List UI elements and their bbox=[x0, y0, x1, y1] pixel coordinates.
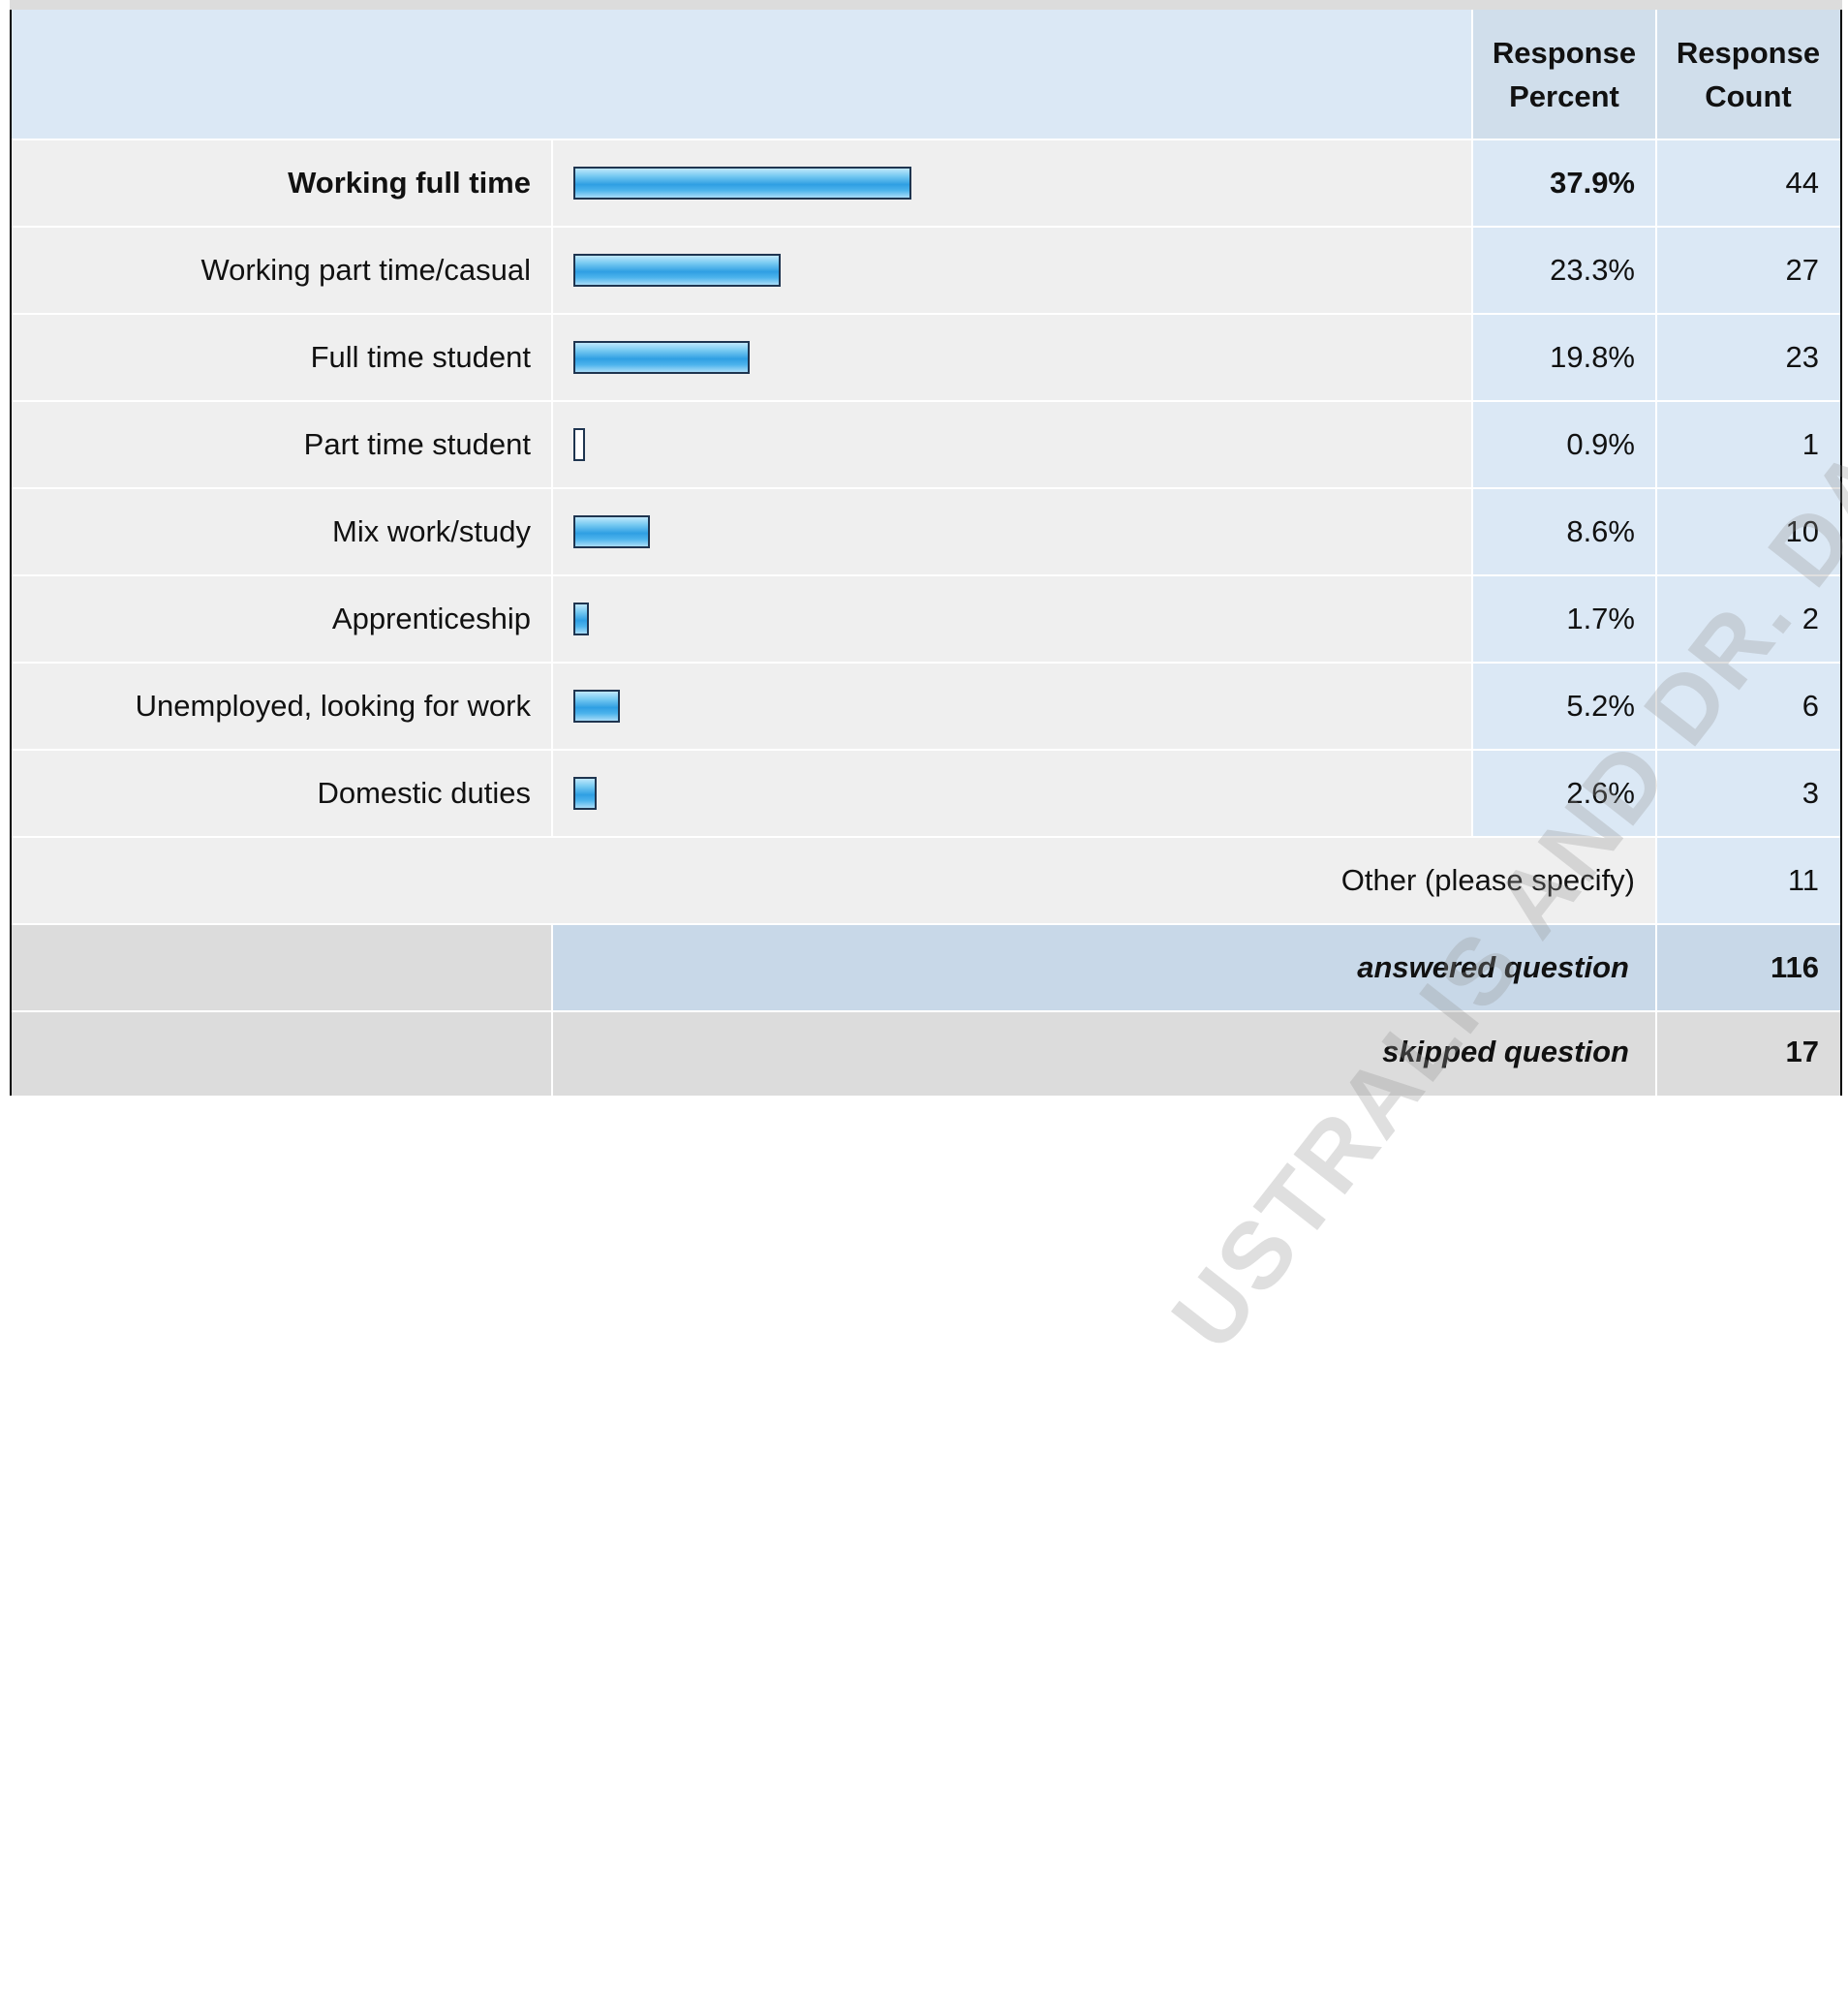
row-percent: 2.6% bbox=[1472, 750, 1656, 837]
bar-cell bbox=[552, 750, 1472, 837]
bar-track bbox=[573, 690, 1451, 723]
results-table: Response Percent Response Count Working fu… bbox=[10, 10, 1842, 2010]
bar-track bbox=[573, 167, 1451, 200]
row-label: Unemployed, looking for work bbox=[12, 663, 552, 750]
row-separator bbox=[12, 487, 1840, 489]
row-separator bbox=[12, 836, 1840, 838]
row-count: 3 bbox=[1656, 750, 1840, 837]
bar-working-part-time-casual bbox=[573, 254, 781, 287]
row-percent: 19.8% bbox=[1472, 314, 1656, 401]
skipped-count: 17 bbox=[1656, 1011, 1840, 1096]
row-label: Domestic duties bbox=[12, 750, 552, 837]
row-label: Part time student bbox=[12, 401, 552, 488]
top-strip bbox=[10, 0, 1842, 10]
column-separator bbox=[551, 139, 553, 837]
bar-cell bbox=[552, 401, 1472, 488]
column-separator bbox=[1655, 10, 1657, 1096]
row-separator bbox=[12, 662, 1840, 664]
bar-cell bbox=[552, 488, 1472, 575]
column-separator bbox=[1471, 10, 1473, 837]
other-count: 11 bbox=[1656, 837, 1840, 924]
survey-results-frame: Response Percent Response Count Working fu… bbox=[10, 0, 1848, 2010]
bar-cell bbox=[552, 314, 1472, 401]
row-count: 6 bbox=[1656, 663, 1840, 750]
row-separator bbox=[12, 400, 1840, 402]
row-percent: 1.7% bbox=[1472, 575, 1656, 663]
row-count: 2 bbox=[1656, 575, 1840, 663]
column-separator bbox=[551, 924, 553, 2010]
row-label: Mix work/study bbox=[12, 488, 552, 575]
bar-track bbox=[573, 777, 1451, 810]
header-blank bbox=[12, 10, 1472, 139]
bar-cell bbox=[552, 139, 1472, 227]
bar-track bbox=[573, 515, 1451, 548]
row-percent: 8.6% bbox=[1472, 488, 1656, 575]
row-percent: 0.9% bbox=[1472, 401, 1656, 488]
row-separator bbox=[12, 139, 1840, 140]
row-separator bbox=[12, 1010, 1840, 1012]
bar-track bbox=[573, 254, 1451, 287]
bar-mix-work-study bbox=[573, 515, 650, 548]
bar-track bbox=[573, 428, 1451, 461]
bar-full-time-student bbox=[573, 341, 750, 374]
row-count: 10 bbox=[1656, 488, 1840, 575]
header-response-count: Response Count bbox=[1656, 10, 1840, 139]
header-response-percent: Response Percent bbox=[1472, 10, 1656, 139]
row-count: 27 bbox=[1656, 227, 1840, 314]
row-label: Working full time bbox=[12, 139, 552, 227]
skipped-left-blank bbox=[12, 1011, 552, 1096]
bar-part-time-student bbox=[573, 428, 585, 461]
row-separator bbox=[12, 226, 1840, 228]
bar-domestic-duties bbox=[573, 777, 597, 810]
bar-track bbox=[573, 341, 1451, 374]
row-separator bbox=[12, 749, 1840, 751]
skipped-label: skipped question bbox=[552, 1011, 1656, 1096]
row-percent: 23.3% bbox=[1472, 227, 1656, 314]
row-count: 44 bbox=[1656, 139, 1840, 227]
answered-count: 116 bbox=[1656, 924, 1840, 1011]
answered-left-blank bbox=[12, 924, 552, 1011]
row-label: Working part time/casual bbox=[12, 227, 552, 314]
row-label: Full time student bbox=[12, 314, 552, 401]
row-count: 1 bbox=[1656, 401, 1840, 488]
bar-working-full-time bbox=[573, 167, 911, 200]
bar-track bbox=[573, 603, 1451, 635]
bar-cell bbox=[552, 227, 1472, 314]
row-percent: 5.2% bbox=[1472, 663, 1656, 750]
row-separator bbox=[12, 1098, 1840, 1099]
row-separator bbox=[12, 574, 1840, 576]
row-separator bbox=[12, 313, 1840, 315]
other-label: Other (please specify) bbox=[12, 837, 1656, 924]
row-separator bbox=[12, 923, 1840, 925]
bar-apprenticeship bbox=[573, 603, 589, 635]
bar-cell bbox=[552, 663, 1472, 750]
row-count: 23 bbox=[1656, 314, 1840, 401]
bar-cell bbox=[552, 575, 1472, 663]
bar-unemployed-looking-for-work bbox=[573, 690, 620, 723]
row-label: Apprenticeship bbox=[12, 575, 552, 663]
row-percent: 37.9% bbox=[1472, 139, 1656, 227]
answered-label: answered question bbox=[552, 924, 1656, 1011]
